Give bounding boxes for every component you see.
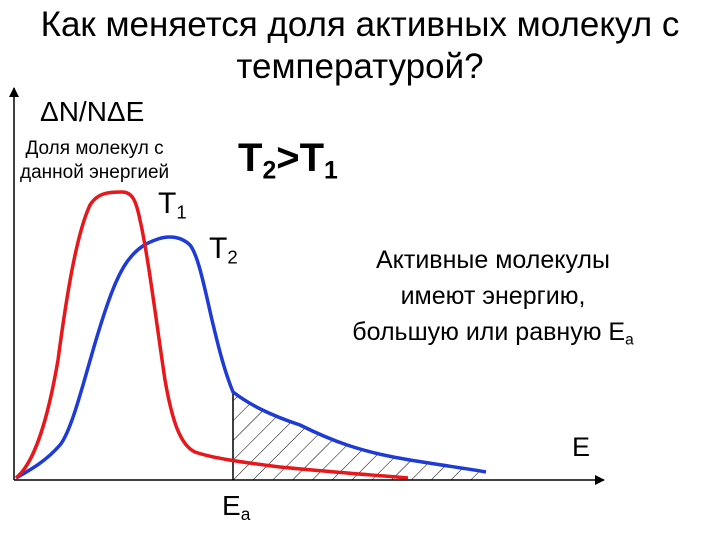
y-axis-description: Доля молекул с данной энергией xyxy=(20,137,169,185)
y-axis-description-line1: Доля молекул с xyxy=(25,138,164,159)
curve-t2-label-main: T xyxy=(209,232,228,265)
active-molecules-hatched-area xyxy=(233,392,484,480)
active-molecules-note: Активные молекулы имеют энергию, большую… xyxy=(308,242,678,359)
comparison-sign: >T xyxy=(276,136,325,180)
comparison-sub-1: 1 xyxy=(324,157,338,185)
activation-energy-main: E xyxy=(222,490,241,521)
note-line2: имеют энергию, xyxy=(400,282,586,310)
note-line1: Активные молекулы xyxy=(376,246,610,274)
note-line3: большую или равную E xyxy=(352,318,626,346)
curve-t1-label-sub: 1 xyxy=(176,201,187,223)
y-axis-label: ΔN/NΔE xyxy=(40,96,145,127)
curve-t2-label: T2 xyxy=(209,232,238,269)
temperature-comparison: T2>T1 xyxy=(238,136,338,185)
curve-t1-label-main: T xyxy=(158,187,177,220)
curve-t1-label: T1 xyxy=(158,187,187,224)
curve-t2-label-sub: 2 xyxy=(227,246,238,268)
comparison-sub-2: 2 xyxy=(262,157,277,185)
note-line3-sub: a xyxy=(625,331,634,349)
activation-energy-label: Ea xyxy=(222,490,250,525)
activation-energy-sub: a xyxy=(240,504,251,525)
slide-title: Как меняется доля активных молекул с тем… xyxy=(40,5,680,86)
x-axis-label: E xyxy=(572,432,591,462)
comparison-t-main: T xyxy=(238,136,263,180)
curve-t2 xyxy=(15,235,487,480)
curve-t1 xyxy=(14,190,409,480)
y-axis-description-line2: данной энергией xyxy=(20,162,170,183)
